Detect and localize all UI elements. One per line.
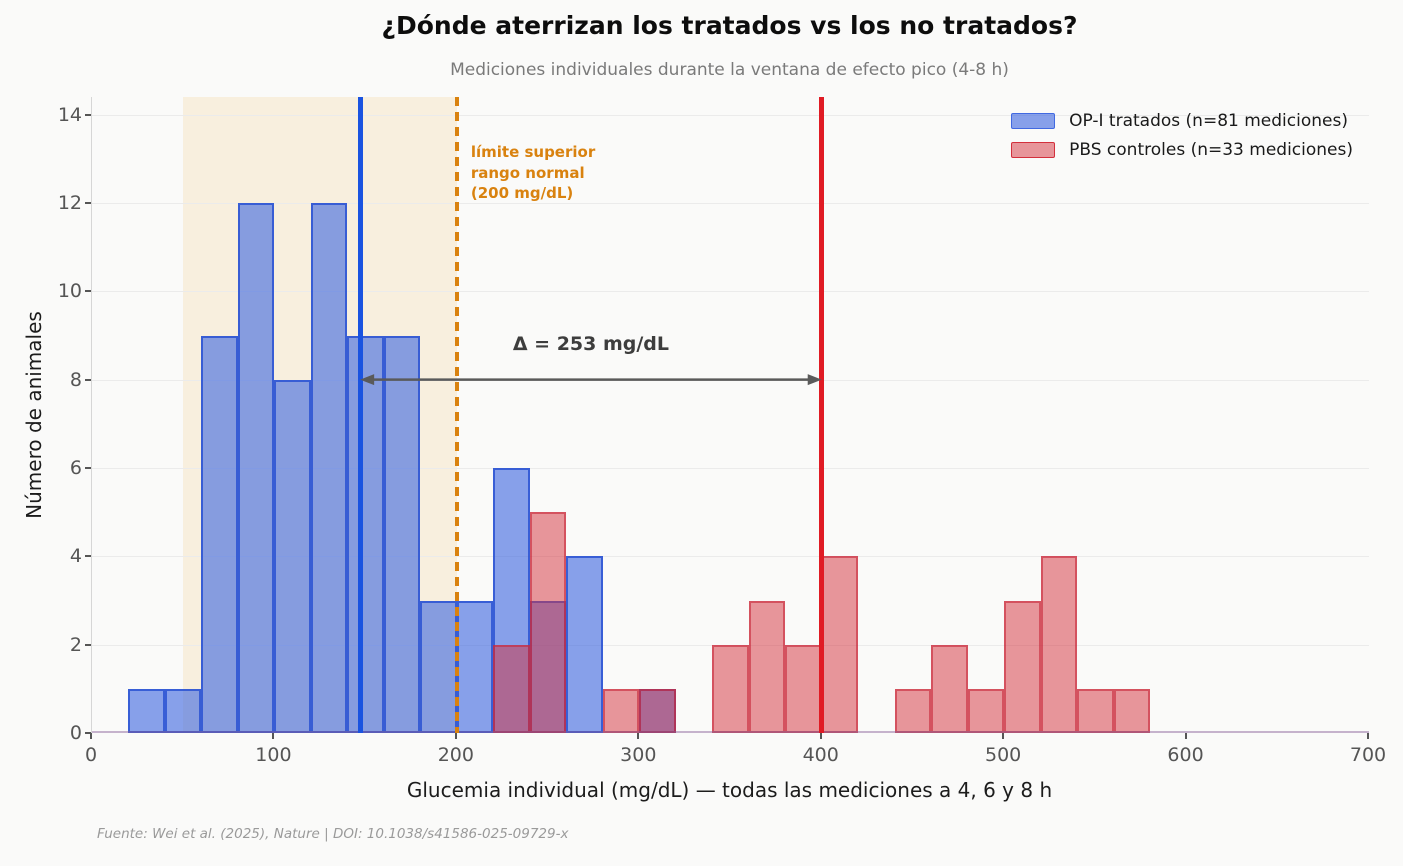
y-tick-mark: [85, 467, 91, 469]
bar-control: [602, 688, 640, 733]
x-tick-mark: [1184, 733, 1187, 739]
bar-control: [493, 644, 530, 733]
x-tick-mark: [819, 733, 822, 739]
legend-swatch-treated: [1011, 113, 1056, 129]
y-tick-label: 14: [57, 103, 82, 126]
bar-treated: [310, 203, 348, 733]
bar-control: [785, 644, 822, 733]
x-tick-label: 300: [620, 744, 657, 766]
figure-subtitle: Mediciones individuales durante la venta…: [450, 60, 1009, 80]
y-tick-mark: [85, 643, 91, 646]
y-axis-label: Número de animales: [22, 311, 46, 519]
bar-control: [712, 644, 749, 733]
bar-control: [967, 688, 1005, 733]
bar-control: [639, 688, 676, 733]
bar-control: [1113, 688, 1151, 733]
bar-treated: [201, 335, 238, 733]
bar-control: [529, 512, 567, 733]
x-tick-label: 600: [1167, 744, 1204, 766]
y-tick-label: 0: [69, 722, 82, 744]
bar-treated: [456, 600, 494, 733]
x-tick-mark: [637, 733, 640, 739]
bar-treated: [274, 379, 311, 733]
bar-control: [1004, 600, 1041, 733]
bar-treated: [237, 203, 275, 733]
gridline: [92, 468, 1369, 469]
bar-control: [894, 688, 932, 733]
x-axis-label: Glucemia individual (mg/dL) — todas las …: [406, 778, 1053, 802]
y-tick-mark: [85, 202, 91, 204]
y-tick-mark: [85, 732, 91, 734]
x-tick-label: 400: [802, 744, 839, 766]
normal-upper-limit-line: [455, 97, 459, 733]
control-bars-layer: [92, 97, 1369, 733]
gridline: [92, 203, 1369, 204]
y-tick-label: 12: [57, 192, 82, 214]
legend: OP-I tratados (n=81 mediciones) PBS cont…: [1011, 111, 1353, 169]
bar-control: [931, 644, 968, 733]
footer-source: Fuente: Wei et al. (2025), Nature | DOI:…: [97, 826, 569, 842]
y-tick-mark: [85, 378, 91, 381]
gridline: [92, 556, 1369, 558]
y-tick-mark: [85, 555, 91, 558]
x-tick-label: 200: [437, 744, 474, 766]
treated-bars-layer: [92, 97, 1369, 733]
y-tick-label: 2: [69, 633, 82, 656]
legend-item-treated: OP-I tratados (n=81 mediciones): [1011, 111, 1353, 131]
x-tick-label: 0: [84, 744, 98, 766]
y-tick-label: 8: [69, 368, 82, 391]
x-tick-mark: [1367, 733, 1369, 739]
x-tick-mark: [90, 733, 92, 739]
gridline: [92, 291, 1369, 293]
bar-treated: [566, 556, 603, 733]
legend-label-treated: OP-I tratados (n=81 mediciones): [1069, 111, 1348, 131]
x-tick-mark: [272, 733, 275, 739]
x-tick-label: 500: [985, 744, 1022, 766]
y-tick-label: 10: [57, 280, 82, 303]
normal-limit-label: límite superior rango normal (200 mg/dL): [470, 143, 596, 203]
figure-title: ¿Dónde aterrizan los tratados vs los no …: [381, 11, 1078, 40]
y-tick-label: 6: [69, 457, 82, 479]
bar-treated: [128, 688, 165, 733]
treated-mean-line: [357, 97, 363, 733]
gridline: [92, 114, 1369, 116]
bar-control: [1077, 688, 1114, 733]
control-mean-line: [819, 97, 825, 733]
y-tick-mark: [85, 113, 91, 116]
delta-label: Δ = 253 mg/dL: [512, 332, 670, 355]
bar-treated: [383, 335, 421, 733]
x-tick-mark: [1002, 733, 1005, 739]
legend-item-control: PBS controles (n=33 mediciones): [1011, 140, 1353, 160]
x-tick-mark: [454, 733, 457, 739]
x-tick-label: 100: [255, 744, 292, 766]
histogram-plot: límite superior rango normal (200 mg/dL)…: [91, 97, 1369, 733]
legend-swatch-control: [1011, 142, 1056, 158]
bar-control: [1040, 556, 1078, 733]
axis-baseline: [92, 731, 1369, 733]
y-tick-label: 4: [69, 545, 82, 568]
delta-arrow: [360, 374, 822, 386]
bar-treated: [347, 335, 384, 733]
x-tick-label: 700: [1349, 744, 1387, 766]
y-tick-mark: [85, 290, 91, 293]
legend-label-control: PBS controles (n=33 mediciones): [1069, 140, 1353, 160]
bar-treated: [164, 688, 202, 733]
bar-control: [748, 600, 786, 733]
